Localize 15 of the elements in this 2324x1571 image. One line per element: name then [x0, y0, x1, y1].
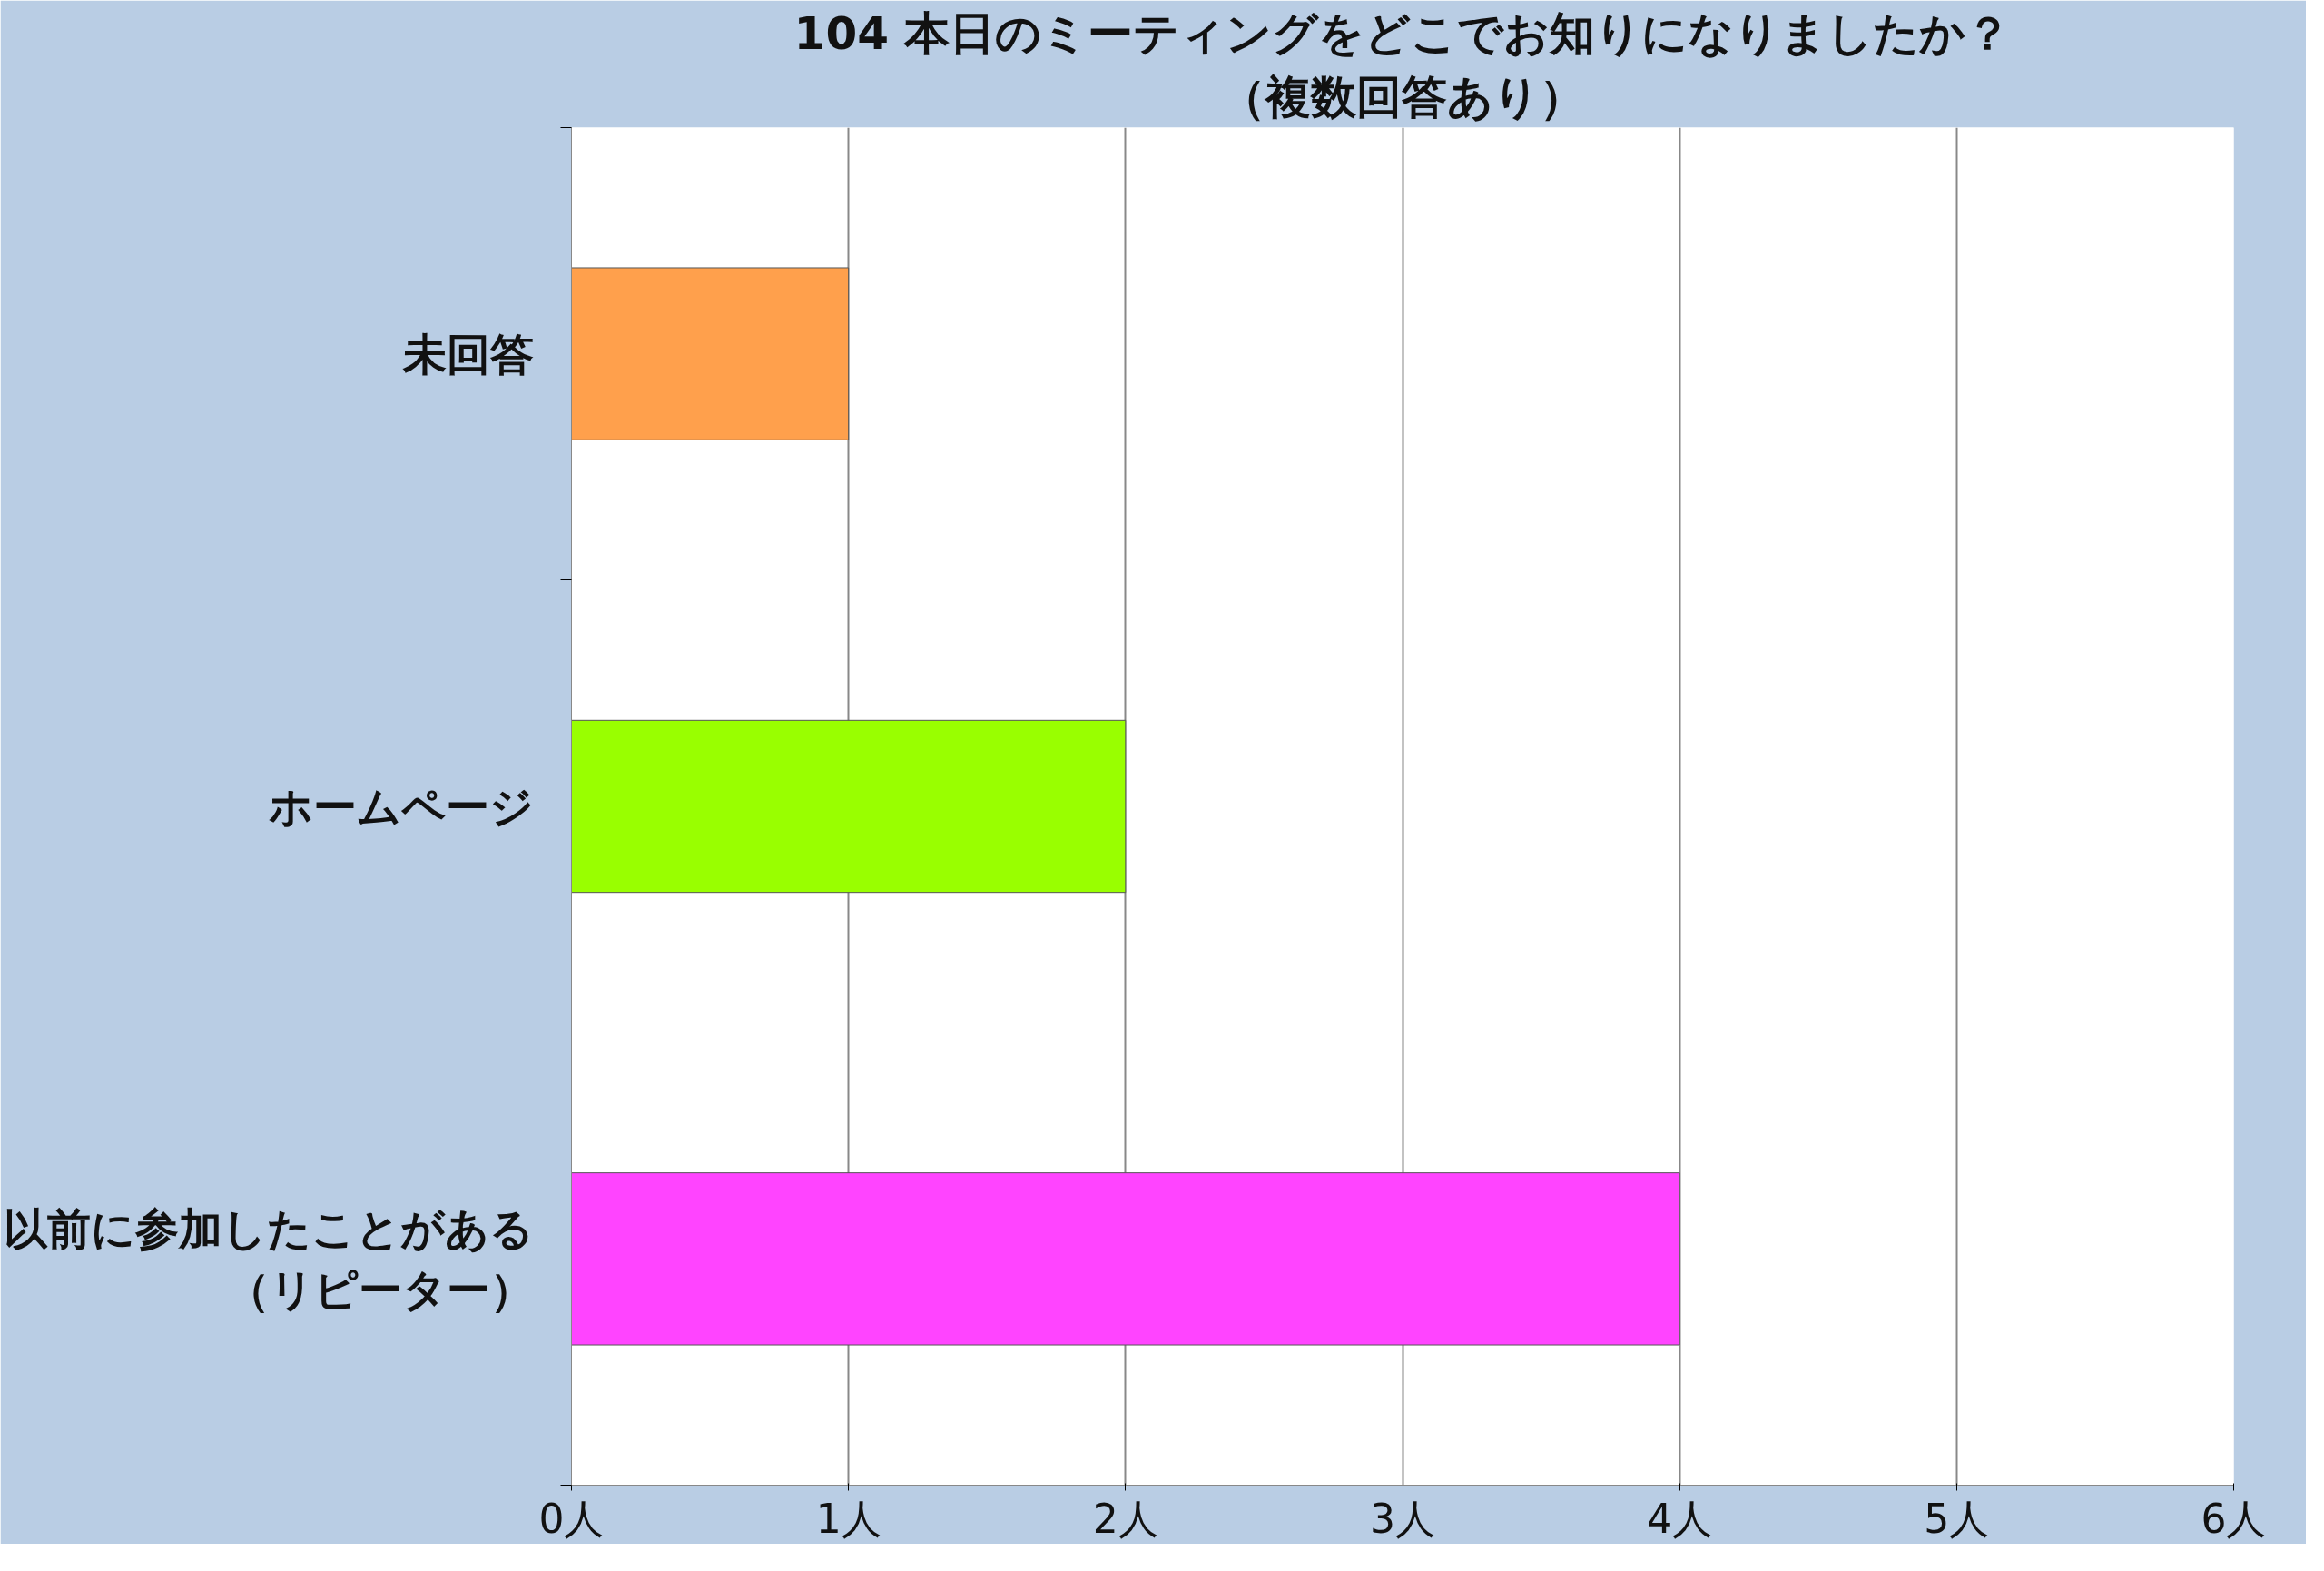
y-tick-label: ホームページ — [268, 781, 534, 832]
bar — [571, 1172, 1680, 1346]
x-tick-label: 3人 — [1370, 1495, 1435, 1542]
x-tick-label: 4人 — [1647, 1495, 1713, 1542]
x-tick-label: 1人 — [815, 1495, 881, 1542]
y-tick-label: 未回答 — [401, 328, 534, 380]
bar — [571, 719, 1127, 894]
x-tick-label: 6人 — [2201, 1495, 2267, 1542]
x-tick-label: 5人 — [1924, 1495, 1990, 1542]
bar — [571, 267, 850, 440]
y-tick-label: 以前に参加したことがある（リピーター） — [3, 1202, 534, 1315]
x-tick-label: 2人 — [1092, 1495, 1158, 1542]
x-tick-label: 0人 — [538, 1495, 605, 1542]
chart-subtitle: （複数回答あり） — [1220, 70, 1585, 124]
chart-title: 104 本日のミーティングをどこでお知りになりましたか？ — [793, 6, 2012, 60]
